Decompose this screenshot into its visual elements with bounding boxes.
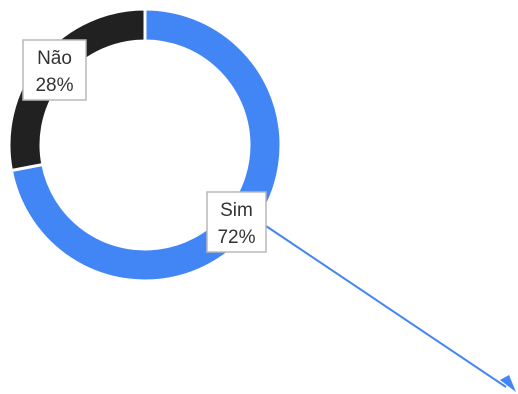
slice-label-sim-name: Sim — [220, 200, 253, 221]
pointer-line — [265, 225, 507, 388]
pointer-layer — [265, 225, 516, 392]
pointer-arrowhead — [500, 375, 516, 392]
slice-label-sim: Sim 72% — [206, 191, 267, 253]
slice-label-sim-value: 72% — [217, 227, 255, 248]
donut-slice-sim — [9, 7, 283, 283]
slice-label-sim-box — [206, 191, 267, 253]
slice-label-nao-value: 28% — [35, 75, 73, 96]
slice-label-nao-box — [22, 39, 87, 101]
slice-label-nao: Não 28% — [22, 39, 87, 101]
slice-label-nao-name: Não — [37, 48, 72, 69]
